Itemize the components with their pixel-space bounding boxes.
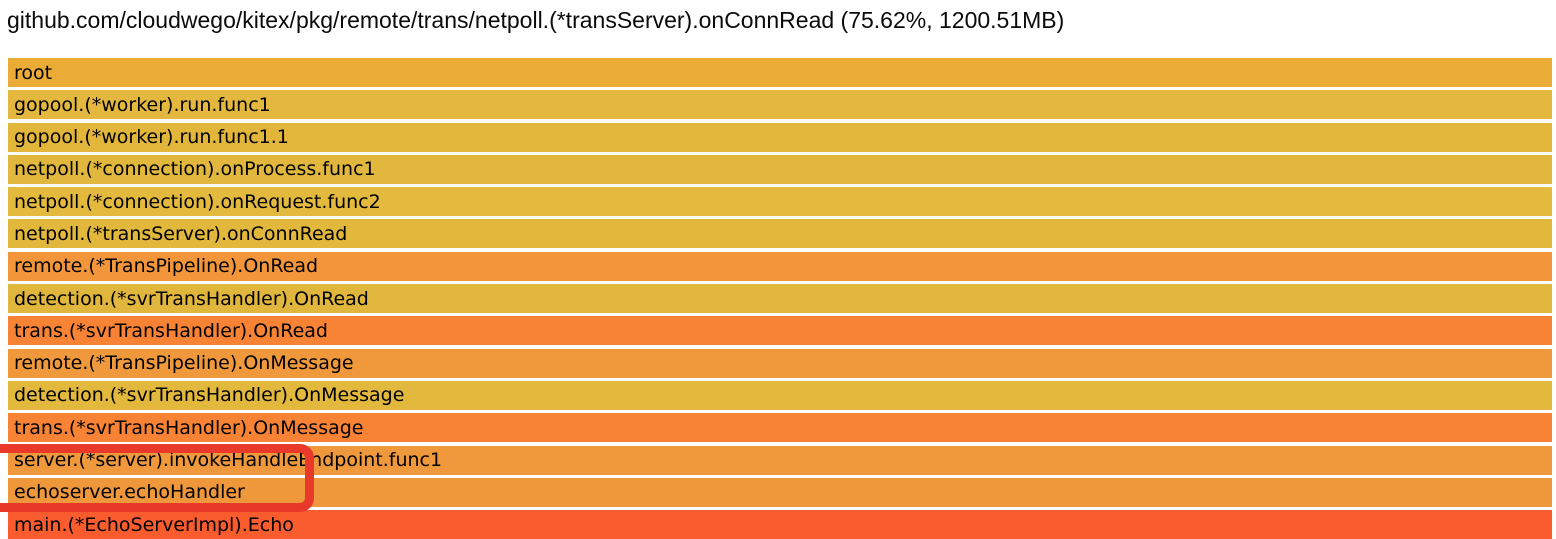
flamegraph-selected-frame-title: github.com/cloudwego/kitex/pkg/remote/tr… xyxy=(7,7,1065,33)
flame-frame-label: detection.(*svrTransHandler).OnMessage xyxy=(14,384,405,407)
flame-frame[interactable]: server.(*server).invokeHandleEndpoint.fu… xyxy=(8,445,1552,475)
flame-frame-label: main.(*EchoServerImpl).Echo xyxy=(14,513,294,536)
flame-frame[interactable]: gopool.(*worker).run.func1 xyxy=(8,90,1552,120)
flame-frame[interactable]: netpoll.(*connection).onProcess.func1 xyxy=(8,154,1552,184)
flame-frame[interactable]: echoserver.echoHandler xyxy=(8,477,1552,507)
flame-frame-label: detection.(*svrTransHandler).OnRead xyxy=(14,287,369,310)
flame-frame[interactable]: detection.(*svrTransHandler).OnMessage xyxy=(8,380,1552,410)
flame-frame-label: echoserver.echoHandler xyxy=(14,481,245,504)
flame-frame-label: server.(*server).invokeHandleEndpoint.fu… xyxy=(14,449,443,472)
flame-frame[interactable]: root xyxy=(8,58,1552,87)
flame-frame-label: netpoll.(*transServer).onConnRead xyxy=(14,222,348,245)
flame-frame[interactable]: main.(*EchoServerImpl).Echo xyxy=(8,510,1552,539)
flame-frame[interactable]: remote.(*TransPipeline).OnMessage xyxy=(8,348,1552,378)
flame-frame-label: gopool.(*worker).run.func1 xyxy=(14,93,271,116)
flame-frame-label: trans.(*svrTransHandler).OnRead xyxy=(14,319,328,342)
flame-frame-label: gopool.(*worker).run.func1.1 xyxy=(14,126,289,149)
flame-frame[interactable]: netpoll.(*connection).onRequest.func2 xyxy=(8,187,1552,217)
flame-frame[interactable]: remote.(*TransPipeline).OnRead xyxy=(8,251,1552,281)
flame-frame-label: netpoll.(*connection).onRequest.func2 xyxy=(14,190,381,213)
flame-frame[interactable]: trans.(*svrTransHandler).OnMessage xyxy=(8,413,1552,443)
flame-frame[interactable]: netpoll.(*transServer).onConnRead xyxy=(8,219,1552,249)
flame-frame-label: root xyxy=(14,61,53,84)
flame-frame[interactable]: trans.(*svrTransHandler).OnRead xyxy=(8,316,1552,346)
flame-frame[interactable]: gopool.(*worker).run.func1.1 xyxy=(8,122,1552,152)
flame-frame-label: remote.(*TransPipeline).OnMessage xyxy=(14,352,354,375)
flame-frame-label: trans.(*svrTransHandler).OnMessage xyxy=(14,416,364,439)
flame-frame[interactable]: detection.(*svrTransHandler).OnRead xyxy=(8,284,1552,314)
flame-frame-label: remote.(*TransPipeline).OnRead xyxy=(14,255,319,278)
flame-frame-label: netpoll.(*connection).onProcess.func1 xyxy=(14,158,376,181)
flamegraph-stack: root gopool.(*worker).run.func1 gopool.(*w… xyxy=(8,58,1552,539)
